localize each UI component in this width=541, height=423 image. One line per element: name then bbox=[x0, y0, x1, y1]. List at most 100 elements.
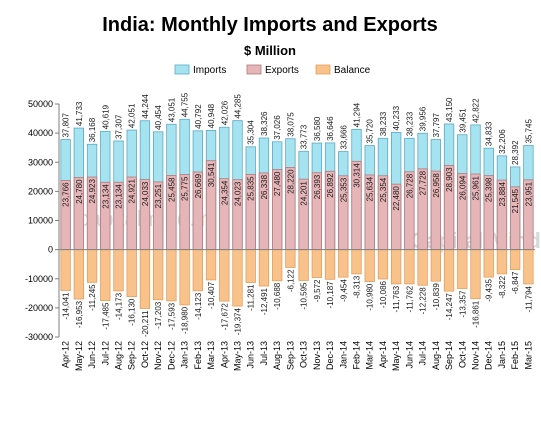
data-label-balance: -11,763 bbox=[392, 285, 401, 312]
bar-balance bbox=[430, 249, 441, 282]
bar-balance bbox=[73, 249, 84, 300]
data-label-imports: 33,666 bbox=[339, 125, 348, 150]
y-tick-label: 50000 bbox=[28, 99, 53, 109]
data-label-exports: 23,134 bbox=[115, 184, 124, 209]
data-label-exports: 25,458 bbox=[167, 177, 176, 202]
data-label-balance: -14,173 bbox=[115, 292, 124, 320]
y-tick-label: -10000 bbox=[25, 274, 53, 284]
data-label-balance: -6,847 bbox=[511, 271, 520, 294]
data-label-imports: 42,026 bbox=[220, 100, 229, 125]
data-label-imports: 35,720 bbox=[366, 119, 375, 144]
data-label-balance: -8,322 bbox=[498, 275, 507, 298]
data-label-imports: 40,233 bbox=[392, 105, 401, 130]
bar-balance bbox=[126, 249, 137, 298]
data-label-exports: 24,780 bbox=[75, 179, 84, 204]
data-label-exports: 26,393 bbox=[313, 174, 322, 199]
data-label-exports: 23,251 bbox=[154, 183, 163, 208]
bar-balance bbox=[443, 249, 455, 292]
data-label-imports: 37,307 bbox=[115, 114, 124, 139]
legend-swatch-balance bbox=[315, 64, 331, 75]
x-tick-label: Dec-13 bbox=[325, 341, 335, 370]
x-tick-label: Oct-12 bbox=[140, 341, 150, 368]
x-tick-label: May-13 bbox=[233, 341, 243, 371]
data-label-exports: 24,354 bbox=[220, 180, 229, 205]
data-label-balance: -10,980 bbox=[366, 283, 375, 311]
data-label-balance: -9,435 bbox=[485, 279, 494, 302]
data-label-exports: 25,775 bbox=[181, 176, 190, 201]
data-labels: 37,807 23,766 -14,041 41,733 24,780 -16,953 36… bbox=[62, 92, 534, 337]
data-label-imports: 44,285 bbox=[234, 94, 243, 119]
data-label-imports: 41,733 bbox=[75, 101, 84, 126]
data-label-balance: -10,688 bbox=[273, 282, 282, 310]
data-label-imports: 36,580 bbox=[313, 116, 322, 141]
data-label-exports: 25,353 bbox=[339, 177, 348, 202]
bar-balance bbox=[457, 249, 468, 289]
x-tick-label: Jan-15 bbox=[497, 341, 507, 369]
bar-balance bbox=[139, 249, 151, 309]
bar-balance bbox=[192, 249, 203, 292]
x-tick-label: Aug-14 bbox=[431, 341, 441, 370]
data-label-exports: 30,541 bbox=[207, 162, 216, 187]
data-label-imports: 40,454 bbox=[154, 105, 163, 130]
data-label-imports: 34,833 bbox=[485, 121, 494, 146]
data-label-balance: -10,187 bbox=[326, 281, 335, 309]
data-label-imports: 33,773 bbox=[300, 124, 309, 149]
y-tick-label: 0 bbox=[48, 245, 53, 255]
data-label-exports: 24,023 bbox=[234, 181, 243, 206]
data-label-balance: -12,491 bbox=[260, 287, 269, 315]
data-label-exports: 27,480 bbox=[273, 171, 282, 196]
bar-balance bbox=[404, 249, 415, 285]
bar-balance bbox=[179, 249, 190, 306]
data-label-balance: -16,861 bbox=[472, 300, 481, 328]
bar-balance bbox=[338, 249, 349, 278]
y-axis: -30000 -20000 -10000 0 10000 20000 30000 40000 5… bbox=[25, 99, 60, 342]
x-tick-label: Nov-13 bbox=[312, 341, 322, 370]
data-label-balance: -10,407 bbox=[207, 281, 216, 309]
data-label-exports: 28,903 bbox=[445, 167, 454, 192]
data-label-balance: -14,123 bbox=[194, 292, 203, 320]
data-label-exports: 24,923 bbox=[88, 178, 97, 203]
data-label-exports: 24,033 bbox=[141, 181, 150, 206]
data-label-imports: 37,807 bbox=[62, 112, 71, 137]
data-label-imports: 39,956 bbox=[419, 106, 428, 131]
bar-balance bbox=[351, 249, 362, 275]
data-label-exports: 23,766 bbox=[62, 182, 71, 207]
x-axis: Apr-12 May-12 Jun-12 Jul-12 Aug-12 Sep-12 Oct-… bbox=[59, 249, 535, 371]
bar-balance bbox=[298, 249, 309, 281]
data-label-imports: 37,026 bbox=[273, 115, 282, 140]
x-tick-label: Jun-12 bbox=[87, 341, 97, 369]
data-label-imports: 36,168 bbox=[88, 117, 97, 142]
data-label-balance: -14,041 bbox=[62, 292, 71, 320]
data-label-balance: -17,485 bbox=[101, 302, 110, 330]
bar-balance bbox=[205, 249, 217, 281]
bar-balance bbox=[153, 249, 164, 301]
bar-balance bbox=[219, 249, 230, 302]
data-label-exports: 30,314 bbox=[353, 163, 362, 188]
x-tick-label: Mar-15 bbox=[523, 341, 533, 370]
y-tick-label: -30000 bbox=[25, 332, 53, 342]
data-label-balance: -11,245 bbox=[88, 284, 97, 311]
bar-balance bbox=[100, 249, 111, 301]
bar-balance bbox=[417, 249, 428, 286]
data-label-balance: -17,593 bbox=[167, 302, 176, 330]
x-tick-label: Jul-12 bbox=[100, 341, 110, 366]
legend-swatch-exports bbox=[246, 64, 262, 75]
x-tick-label: Dec-12 bbox=[166, 341, 176, 370]
data-label-imports: 37,797 bbox=[432, 113, 441, 138]
data-label-exports: 23,884 bbox=[498, 182, 507, 207]
y-tick-label: 40000 bbox=[28, 128, 53, 138]
bar-balance bbox=[113, 249, 124, 292]
bar-balance bbox=[285, 249, 296, 268]
data-label-exports: 22,480 bbox=[392, 186, 401, 211]
data-label-imports: 38,233 bbox=[405, 111, 414, 136]
x-tick-label: Sep-13 bbox=[285, 341, 295, 370]
data-label-exports: 23,134 bbox=[101, 184, 110, 209]
data-label-balance: -10,086 bbox=[379, 280, 388, 308]
data-label-exports: 26,338 bbox=[260, 174, 269, 199]
data-label-balance: -10,839 bbox=[432, 283, 441, 311]
x-tick-label: Jun-13 bbox=[246, 341, 256, 369]
data-label-balance: -17,672 bbox=[220, 303, 229, 331]
data-label-imports: 40,948 bbox=[207, 103, 216, 128]
